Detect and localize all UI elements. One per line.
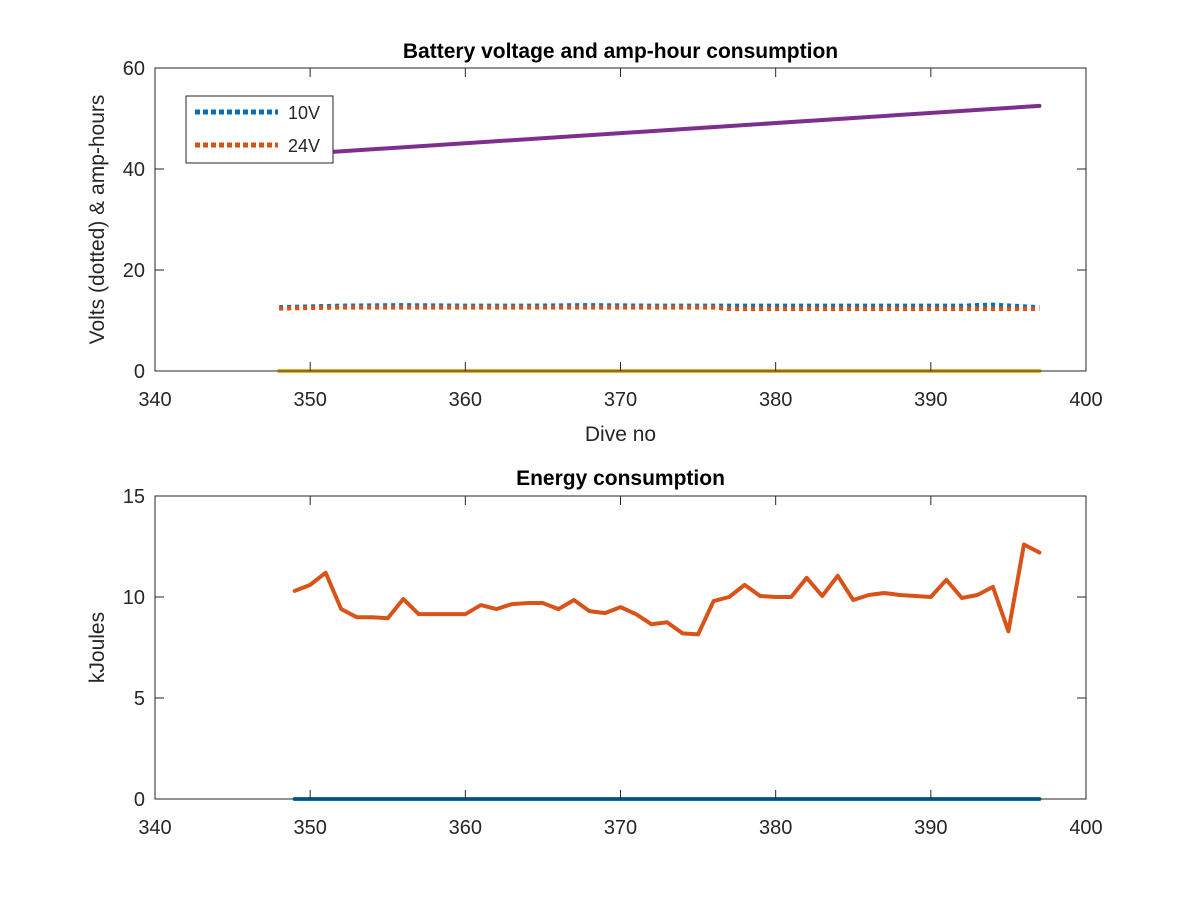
plot2-y-tick-label: 10 <box>123 587 145 609</box>
legend-label-24v: 24V <box>288 136 320 156</box>
series-energy <box>292 542 1042 637</box>
plot2-x-tick-label: 400 <box>1069 817 1102 839</box>
plot1-y-tick-label: 20 <box>123 260 145 282</box>
plot2-background <box>155 496 1086 799</box>
plot1-title: Battery voltage and amp-hour consumption <box>403 40 838 63</box>
plot1-x-tick-label: 350 <box>293 389 326 411</box>
plot1-y-tick-label: 0 <box>134 361 145 383</box>
plot2-x-tick-label: 350 <box>293 817 326 839</box>
plot1-x-tick-label: 390 <box>914 389 947 411</box>
plot1-x-tick-label: 400 <box>1069 389 1102 411</box>
plot2-x-tick-label: 370 <box>604 817 637 839</box>
voltage-amphour-plot: 340 350 360 370 380 390 400 0 20 40 60 Battery vol… <box>86 40 1103 446</box>
plot2-x-tick-label: 380 <box>759 817 792 839</box>
plot1-ticks: 340 350 360 370 380 390 400 0 20 40 60 <box>123 58 1103 411</box>
plot2-title: Energy consumption <box>516 467 725 490</box>
plot2-y-tick-label: 5 <box>134 688 145 710</box>
plot2-x-tick-label: 390 <box>914 817 947 839</box>
plot2-y-tick-label: 0 <box>134 789 145 811</box>
plot1-x-tick-label: 380 <box>759 389 792 411</box>
plot2-y-axis-label: kJoules <box>86 612 109 683</box>
legend-label-10v: 10V <box>288 103 320 123</box>
plot1-x-tick-label: 370 <box>604 389 637 411</box>
plot1-y-axis-label: Volts (dotted) & amp-hours <box>86 95 109 345</box>
plot2-x-tick-label: 340 <box>138 817 171 839</box>
series-purple-amphours <box>292 103 1042 157</box>
legend: 10V 24V <box>185 95 334 164</box>
plot1-x-tick-label: 360 <box>449 389 482 411</box>
plot1-y-tick-label: 40 <box>123 159 145 181</box>
plot1-x-tick-label: 340 <box>138 389 171 411</box>
plot2-x-tick-label: 360 <box>449 817 482 839</box>
legend-box <box>185 95 334 164</box>
plot1-y-tick-label: 60 <box>123 58 145 80</box>
energy-plot: 340 350 360 370 380 390 400 0 5 10 15 Energy consu… <box>86 467 1103 839</box>
series-24v <box>279 305 1040 312</box>
plot2-y-tick-label: 15 <box>123 486 145 508</box>
plot1-x-axis-label: Dive no <box>585 423 656 446</box>
plot2-ticks: 340 350 360 370 380 390 400 0 5 10 15 <box>123 486 1103 839</box>
